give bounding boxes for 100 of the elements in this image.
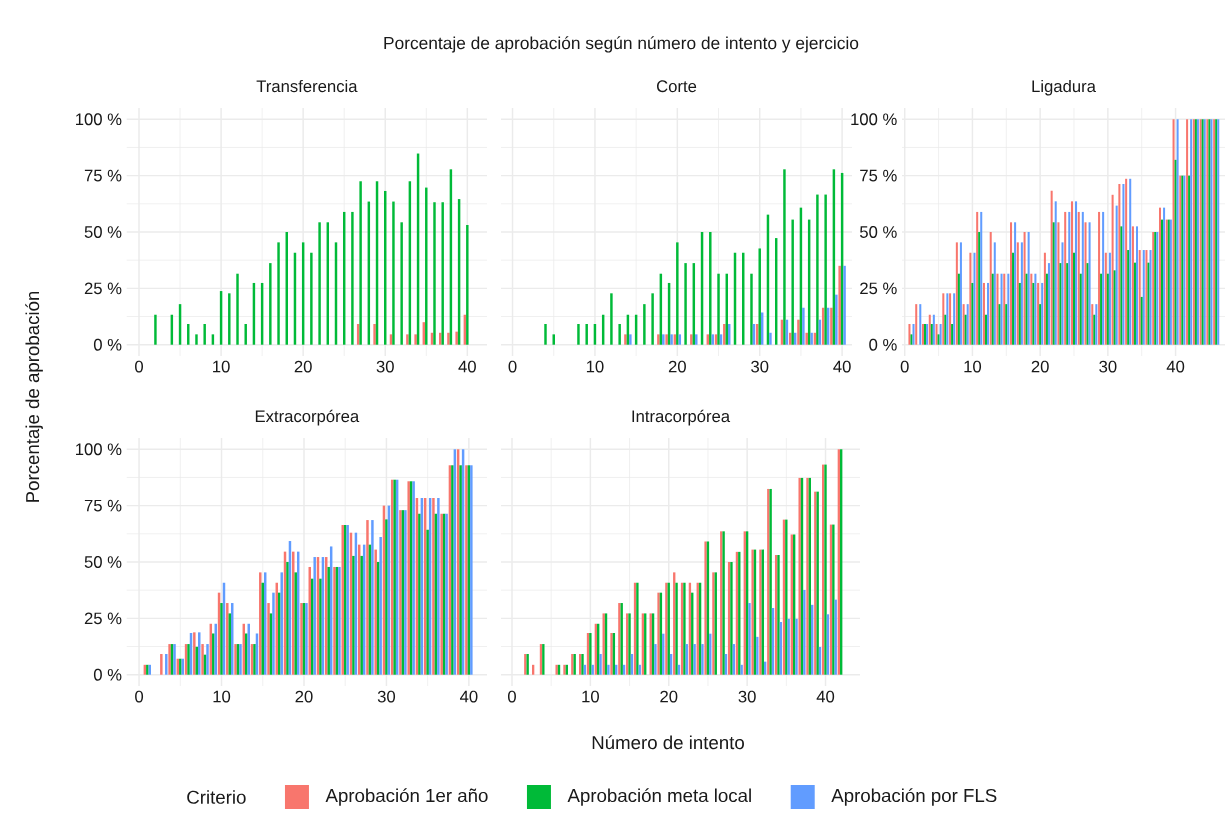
bar xyxy=(466,225,469,345)
y-tick-label: 75 % xyxy=(860,169,897,182)
bar xyxy=(1091,304,1094,345)
bar xyxy=(1016,242,1019,345)
bar xyxy=(327,566,330,675)
bar xyxy=(935,323,938,345)
bar xyxy=(998,304,1001,345)
y-tick-label: 0 % xyxy=(93,668,122,681)
x-tick-label: 20 xyxy=(1031,360,1049,373)
bar xyxy=(982,282,985,345)
bar xyxy=(426,529,429,675)
bar xyxy=(971,282,974,345)
bar xyxy=(1176,119,1179,345)
x-tick-label: 10 xyxy=(582,690,599,703)
bar xyxy=(1125,178,1128,345)
bar xyxy=(1131,226,1134,345)
x-tick-label: 0 xyxy=(900,360,909,373)
y-tick-label: 0 % xyxy=(93,338,122,351)
bar xyxy=(374,549,377,675)
bar xyxy=(459,465,462,675)
bar xyxy=(280,572,283,675)
bar xyxy=(351,211,354,345)
bar xyxy=(830,307,833,345)
x-tick-label: 0 xyxy=(135,690,144,703)
legend-label: Aprobación meta local xyxy=(567,788,751,806)
bar xyxy=(624,334,627,345)
bar xyxy=(599,653,602,675)
bar xyxy=(195,334,198,345)
bar xyxy=(1045,273,1048,345)
bar xyxy=(618,323,621,345)
bar xyxy=(1111,194,1114,345)
bar xyxy=(1034,273,1037,345)
y-tick-label: 25 % xyxy=(860,282,897,295)
bar xyxy=(1030,273,1033,345)
bar xyxy=(942,293,945,345)
bar xyxy=(748,603,751,675)
bar xyxy=(908,323,911,345)
bar xyxy=(996,273,999,345)
bar xyxy=(313,557,316,675)
bar xyxy=(1077,211,1080,345)
bar xyxy=(1149,250,1152,345)
bar xyxy=(1047,263,1050,345)
bar xyxy=(193,632,196,675)
bar xyxy=(802,307,805,345)
bar xyxy=(910,334,913,345)
bar xyxy=(783,169,786,345)
bar xyxy=(701,644,704,675)
bar xyxy=(414,334,417,345)
legend-label: Aprobación 1er año xyxy=(325,788,488,806)
bar xyxy=(1010,222,1013,345)
bar xyxy=(198,632,201,675)
bar xyxy=(1007,273,1010,345)
bar xyxy=(643,304,646,345)
legend-label: Aprobación por FLS xyxy=(831,788,997,806)
bar xyxy=(259,572,262,675)
bar xyxy=(1186,119,1189,345)
bar xyxy=(379,536,382,675)
bar xyxy=(406,334,409,345)
bar xyxy=(1050,190,1053,345)
bar xyxy=(203,323,206,345)
bar xyxy=(709,231,712,345)
bar xyxy=(989,231,992,345)
bar xyxy=(930,323,933,345)
bar xyxy=(1188,175,1191,345)
bar xyxy=(915,304,918,345)
bar xyxy=(1032,282,1035,345)
bar xyxy=(165,653,168,675)
bar xyxy=(1052,222,1055,345)
bar xyxy=(1135,226,1138,345)
bar xyxy=(1127,250,1130,345)
bar xyxy=(318,222,321,345)
bar xyxy=(1172,119,1175,345)
bar xyxy=(957,273,960,345)
bar xyxy=(1070,201,1073,345)
bar xyxy=(1095,304,1098,345)
bar xyxy=(371,520,374,675)
bar xyxy=(154,314,157,345)
bar xyxy=(1061,242,1064,345)
bar xyxy=(984,314,987,345)
bar xyxy=(1161,219,1164,345)
x-tick-label: 0 xyxy=(135,360,144,373)
bar xyxy=(610,293,613,345)
bar xyxy=(758,248,761,345)
bar xyxy=(964,314,967,345)
bar xyxy=(629,334,632,345)
bar xyxy=(797,319,800,345)
bar xyxy=(750,273,753,345)
bar xyxy=(447,332,450,345)
x-tick-label: 0 xyxy=(508,360,517,373)
bar xyxy=(269,263,272,345)
chart-subtitle: Transferencia xyxy=(256,79,358,93)
x-tick-label: 40 xyxy=(459,690,478,703)
bar xyxy=(385,519,388,675)
bar xyxy=(1020,242,1023,345)
bar xyxy=(1057,222,1060,345)
bar xyxy=(1025,273,1028,345)
bar xyxy=(824,194,827,345)
x-axis-title: Número de intento xyxy=(592,735,744,750)
bar xyxy=(160,653,163,675)
y-tick-label: 0 % xyxy=(869,338,897,351)
